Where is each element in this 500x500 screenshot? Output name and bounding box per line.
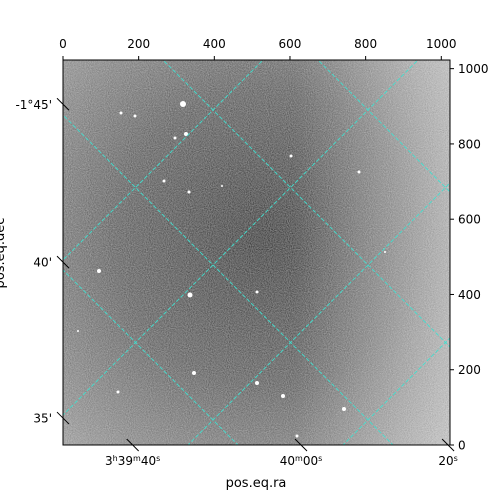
world-axes: 3h39m40s 40m00s 20s -1°45' 40' 35' xyxy=(15,98,457,468)
star xyxy=(187,292,193,298)
ra-tick-label: 3h39m40s xyxy=(105,454,160,469)
star xyxy=(342,407,346,411)
pixel-axes: 0 200 400 600 800 1000 0 200 400 600 800 1000 xyxy=(59,37,488,453)
plot-frame xyxy=(62,59,451,446)
ra-tick xyxy=(294,438,308,452)
x-tick-label: 800 xyxy=(354,37,377,51)
star xyxy=(162,179,166,183)
star xyxy=(97,269,101,273)
y-tick-label: 0 xyxy=(458,439,466,453)
grid-line-dec xyxy=(463,40,500,480)
star xyxy=(255,290,259,294)
dec-tick xyxy=(56,255,70,269)
x-tick-label: 400 xyxy=(203,37,226,51)
ra-tick-label: 20s xyxy=(438,454,457,469)
y-tick-label: 400 xyxy=(458,288,481,302)
star xyxy=(180,101,186,107)
dec-tick-label: -1°45' xyxy=(15,98,52,112)
y-axis-label: pos.eq.dec xyxy=(0,218,8,289)
x-tick-label: 600 xyxy=(279,37,302,51)
grid-line-ra xyxy=(63,114,394,445)
star xyxy=(133,114,137,118)
x-axis-label: pos.eq.ra xyxy=(226,476,287,491)
star xyxy=(295,434,299,438)
star xyxy=(192,371,196,375)
y-tick-label: 800 xyxy=(458,137,481,151)
ra-tick xyxy=(441,438,455,452)
ra-tick-label: 40m00s xyxy=(280,454,323,469)
star xyxy=(116,390,120,394)
grid-line-dec xyxy=(63,60,419,416)
star xyxy=(221,185,223,187)
y-tick-label: 200 xyxy=(458,363,481,377)
dec-tick-label: 40' xyxy=(33,256,52,270)
grid-line-dec xyxy=(342,337,450,445)
ra-tick xyxy=(126,438,140,452)
star xyxy=(255,381,259,385)
dec-tick xyxy=(56,411,70,425)
grid-line-ra xyxy=(317,60,450,193)
image-noise xyxy=(63,60,450,445)
star xyxy=(384,251,386,253)
dec-tick xyxy=(56,97,70,111)
star xyxy=(357,170,361,174)
grid-line-ra xyxy=(63,269,239,445)
star xyxy=(119,111,123,115)
star xyxy=(77,330,79,332)
y-tick-label: 1000 xyxy=(458,62,489,76)
star xyxy=(184,132,188,136)
star xyxy=(187,190,191,194)
y-tick-label: 600 xyxy=(458,213,481,227)
grid-line-dec xyxy=(63,60,264,261)
coordinate-grid xyxy=(63,40,500,480)
grid-line-dec xyxy=(187,182,450,445)
grid-line-ra xyxy=(453,40,500,480)
x-tick-label: 200 xyxy=(127,37,150,51)
plot-area xyxy=(63,40,500,480)
dec-tick-label: 35' xyxy=(33,412,52,426)
star xyxy=(281,394,285,398)
x-tick-label: 0 xyxy=(59,37,67,51)
star-layer xyxy=(77,101,386,438)
star xyxy=(173,136,177,140)
grid-line-ra xyxy=(162,60,450,348)
x-tick-label: 1000 xyxy=(426,37,457,51)
star xyxy=(289,154,293,158)
